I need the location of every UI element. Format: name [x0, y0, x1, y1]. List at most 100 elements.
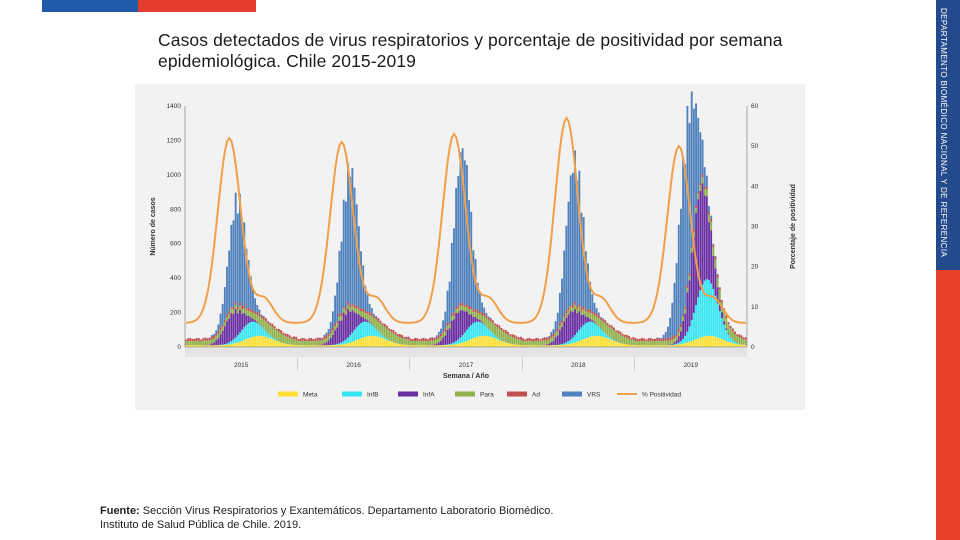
bar-segment-meta: [537, 345, 540, 347]
bar-segment-para: [260, 318, 263, 327]
bar-segment-para: [608, 326, 611, 338]
bar-segment-para: [388, 330, 391, 341]
bar-segment-meta: [734, 343, 736, 347]
bar-segment-ad: [548, 337, 550, 340]
bar-segment-infa: [478, 320, 481, 322]
bar-segment-meta: [507, 343, 509, 347]
bar-segment-ad: [550, 334, 553, 338]
bar-segment-meta: [329, 345, 332, 347]
bar-segment-para: [558, 325, 561, 331]
bar-segment-meta: [662, 345, 665, 347]
bar-segment-meta: [671, 345, 674, 347]
bar-segment-vrs: [366, 294, 369, 312]
bar-segment-meta: [580, 340, 583, 347]
bar-segment-meta: [634, 345, 637, 347]
bar-segment-infb: [487, 328, 490, 337]
bar-segment-para: [228, 314, 231, 319]
bar-segment-ad: [496, 324, 499, 327]
bar-segment-meta: [742, 344, 745, 347]
bar-segment-vrs: [699, 132, 702, 183]
bar-segment-meta: [468, 340, 471, 347]
bar-segment-ad: [375, 317, 378, 320]
bar-segment-meta: [440, 345, 442, 347]
bar-segment-infa: [582, 314, 585, 325]
bar-segment-ad: [247, 307, 250, 311]
bar-segment-para: [602, 321, 605, 332]
bar-segment-vrs: [558, 292, 561, 323]
bar-segment-infb: [481, 323, 483, 336]
source-note: Fuente: Sección Virus Respiratorios y Ex…: [100, 504, 553, 532]
bar-segment-para: [407, 339, 410, 346]
bar-segment-vrs: [682, 157, 685, 315]
bar-segment-meta: [558, 345, 561, 347]
x-axis-label: Semana / Año: [443, 373, 489, 380]
bar-segment-para: [718, 289, 721, 301]
bar-segment-ad: [331, 327, 334, 331]
bar-segment-infa: [705, 196, 708, 280]
bar-segment-meta: [347, 343, 349, 347]
bar-segment-meta: [252, 336, 254, 347]
bar-segment-para: [630, 339, 633, 345]
bar-segment-vrs: [679, 208, 682, 325]
bar-segment-infb: [692, 312, 695, 341]
bar-segment-vrs: [455, 188, 458, 307]
bar-segment-meta: [282, 343, 285, 347]
bar-segment-ad: [647, 338, 650, 341]
bar-segment-infb: [589, 321, 592, 337]
bar-segment-infb: [355, 327, 358, 341]
bar-segment-vrs: [344, 201, 347, 309]
bar-segment-infb: [362, 322, 365, 338]
bar-segment-ad: [219, 326, 222, 330]
bar-segment-meta: [649, 345, 652, 347]
bar-segment-meta: [208, 345, 211, 347]
bar-segment-meta: [470, 339, 473, 347]
bar-segment-vrs: [489, 317, 492, 319]
bar-segment-ad: [617, 330, 620, 334]
bar-segment-infb: [351, 332, 354, 342]
bar-segment-infb: [360, 323, 362, 339]
bar-segment-infa: [325, 342, 328, 346]
bar-segment-para: [679, 327, 682, 332]
bar-segment-meta: [673, 344, 676, 347]
bar-segment-infb: [478, 321, 481, 337]
bar-segment-ad: [558, 322, 561, 326]
bar-segment-meta: [433, 345, 436, 347]
bar-segment-para: [734, 334, 736, 342]
bar-segment-meta: [569, 343, 572, 347]
bar-segment-infb: [468, 327, 471, 341]
bar-segment-infb: [736, 343, 739, 345]
bar-segment-para: [284, 335, 287, 344]
bar-segment-meta: [582, 339, 585, 347]
bar-segment-meta: [485, 335, 488, 347]
bar-segment-ad: [310, 337, 313, 341]
bar-segment-infa: [232, 313, 235, 340]
bar-segment-ad: [398, 334, 401, 337]
bar-segment-infa: [550, 342, 553, 346]
legend-swatch: [398, 391, 418, 397]
bar-segment-ad: [695, 205, 697, 209]
bar-segment-para: [366, 313, 369, 321]
bar-segment-ad: [191, 338, 194, 341]
bar-segment-meta: [593, 335, 596, 347]
bar-segment-infb: [701, 284, 704, 337]
bar-segment-para: [617, 333, 620, 343]
bar-segment-vrs: [569, 175, 572, 306]
bar-segment-meta: [679, 344, 682, 347]
bar-segment-meta: [219, 345, 222, 347]
bar-segment-para: [329, 333, 332, 338]
bar-segment-infb: [243, 327, 246, 341]
bar-segment-infb: [731, 340, 734, 344]
bar-segment-para: [578, 306, 581, 312]
y-tick-label: 400: [170, 275, 181, 282]
bar-segment-infa: [448, 328, 451, 345]
bar-segment-ad: [535, 337, 538, 341]
bar-segment-para: [202, 340, 205, 346]
bar-segment-meta: [362, 337, 365, 347]
bar-segment-ad: [256, 311, 259, 316]
bar-segment-infb: [342, 341, 345, 345]
bar-segment-ad: [390, 329, 393, 332]
bar-segment-para: [323, 339, 326, 344]
bar-segment-ad: [457, 306, 460, 309]
bar-segment-para: [295, 339, 298, 346]
bar-segment-vrs: [342, 199, 345, 307]
